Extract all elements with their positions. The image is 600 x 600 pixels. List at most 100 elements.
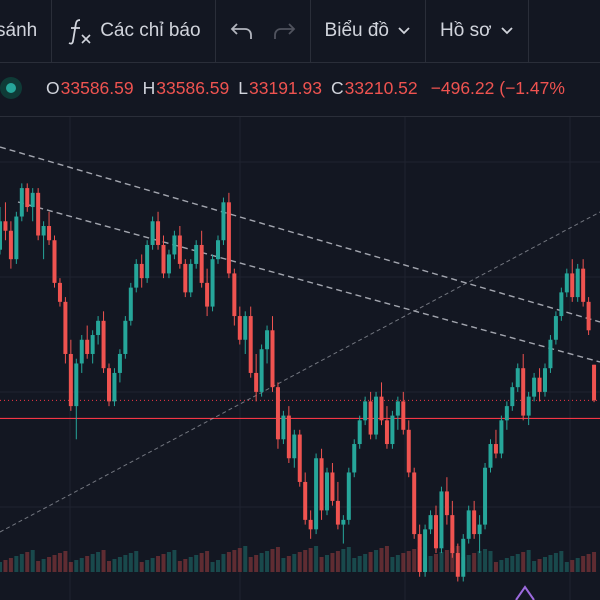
candle-body: [412, 472, 417, 535]
candle-body: [466, 510, 471, 539]
chart-divider: [0, 116, 600, 117]
volume-bar: [248, 557, 253, 572]
volume-bar: [281, 558, 286, 572]
volume-bar: [363, 554, 368, 572]
candle-body: [166, 254, 171, 274]
volume-bar: [232, 550, 237, 572]
fx-icon: [66, 17, 92, 45]
volume-bar: [575, 558, 580, 572]
candle-body: [210, 259, 215, 307]
candle-body: [543, 368, 547, 392]
volume-bar: [8, 558, 13, 572]
volume-bar: [368, 552, 373, 572]
undo-icon[interactable]: [230, 21, 254, 41]
volume-bar: [101, 550, 106, 572]
volume-bar: [357, 556, 362, 572]
candle-body: [0, 221, 2, 250]
indicators-label: Các chỉ báo: [100, 20, 201, 41]
volume-bar: [510, 556, 515, 572]
candle-body: [384, 420, 389, 445]
trendlines: [0, 146, 600, 533]
volume-bar: [25, 552, 30, 572]
volume-bar: [221, 554, 226, 572]
volume-bar: [150, 558, 155, 572]
candle-body: [357, 420, 362, 445]
candle-body: [156, 221, 161, 245]
profile-menu-button[interactable]: Hồ sơ: [426, 0, 528, 62]
candle-body: [237, 316, 242, 340]
open-value: 33586.59: [60, 77, 134, 98]
candle-body: [395, 401, 400, 416]
candle-body: [248, 316, 253, 373]
volume-bar: [292, 554, 297, 572]
candle-body: [493, 444, 498, 454]
volume-bar: [47, 557, 52, 572]
candle-body: [335, 500, 340, 525]
volume-bar: [308, 548, 313, 572]
candle-body: [8, 230, 13, 260]
candle-body: [532, 377, 537, 397]
candle-body: [281, 415, 286, 440]
volume-bar: [472, 553, 477, 572]
close-key: C: [331, 77, 344, 98]
low-value: 33191.93: [249, 77, 322, 98]
chart-menu-button[interactable]: Biểu đồ: [311, 0, 425, 62]
high-key: H: [142, 77, 156, 98]
candle-body: [401, 401, 406, 430]
volume-bar: [303, 550, 308, 572]
volume-bar: [166, 552, 171, 572]
price-chart[interactable]: [0, 117, 600, 600]
volume-bar: [145, 560, 150, 572]
volume-bar: [450, 548, 455, 572]
volume-bar: [374, 550, 379, 572]
undo-redo-group: [216, 0, 310, 62]
volume-bar: [177, 561, 182, 572]
volume-bar: [74, 560, 79, 572]
candle-body: [19, 188, 24, 217]
volume-bar: [117, 557, 122, 572]
chart-grid: [0, 117, 600, 600]
volume-bar: [41, 559, 46, 572]
candle-body: [423, 529, 428, 572]
candle-body: [586, 301, 591, 331]
candle-body: [254, 372, 259, 392]
ohlc-legend: O 33586.59 H 33586.59 L 33191.93 C 33210…: [0, 62, 600, 114]
volume-bar: [172, 550, 177, 572]
volume-bar: [237, 548, 242, 572]
volume-bar: [406, 551, 411, 572]
status-dot-icon[interactable]: [0, 77, 22, 99]
candle-body: [297, 434, 302, 482]
volume-bar: [346, 547, 351, 572]
compare-button[interactable]: sánh: [0, 0, 51, 62]
candle-body: [553, 316, 558, 340]
chart-menu-label: Biểu đồ: [324, 20, 389, 41]
volume-bar: [330, 553, 335, 572]
volume-bar: [319, 557, 324, 572]
candle-body: [314, 458, 319, 530]
candle-body: [194, 244, 199, 264]
toolbar-divider: [425, 0, 426, 62]
candle-body: [575, 268, 580, 298]
volume-bar: [259, 553, 264, 572]
volume-bar: [79, 558, 84, 572]
volume-bar: [499, 560, 504, 572]
candle-body: [325, 472, 329, 511]
redo-icon[interactable]: [272, 21, 296, 41]
price-lines: [0, 399, 600, 420]
candle-body: [68, 353, 73, 407]
candle-body: [526, 396, 531, 416]
candle-body: [117, 353, 122, 373]
volume-bar: [30, 550, 35, 572]
indicators-button[interactable]: Các chỉ báo: [52, 0, 214, 62]
volume-bar: [444, 550, 449, 572]
candle-body: [450, 515, 455, 554]
toolbar-divider: [214, 0, 216, 62]
signal-marker-shape: [515, 585, 535, 600]
volume-bar: [134, 551, 139, 572]
volume-bar: [210, 562, 215, 572]
volume-bar: [543, 557, 547, 572]
candle-body: [188, 263, 193, 293]
candle-body: [145, 244, 150, 279]
volume-bar: [526, 550, 531, 572]
candle-body: [243, 316, 248, 340]
